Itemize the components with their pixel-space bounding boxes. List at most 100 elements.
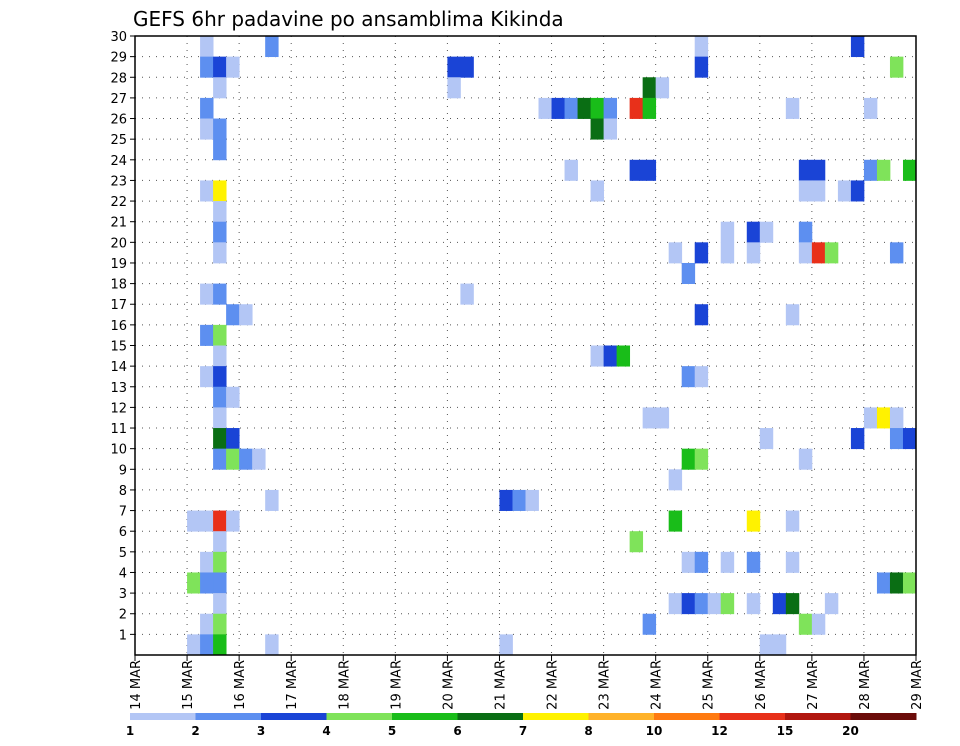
data-cell — [213, 77, 227, 99]
data-cell — [564, 97, 578, 119]
y-tick-label: 19 — [110, 257, 127, 272]
data-cell — [772, 634, 787, 656]
x-tick-label: 28 MAR — [858, 660, 873, 710]
data-cell — [889, 572, 904, 594]
data-cell — [200, 180, 214, 202]
x-tick-label: 19 MAR — [389, 660, 404, 710]
data-cell — [720, 242, 735, 264]
data-cell — [824, 242, 839, 264]
y-tick-label: 22 — [110, 195, 127, 210]
data-cell — [863, 97, 878, 119]
data-cell — [512, 489, 526, 511]
data-cell — [785, 593, 800, 615]
data-cell — [759, 634, 774, 656]
data-cell — [499, 489, 513, 511]
x-tick-label: 17 MAR — [285, 660, 300, 710]
colorbar-label: 1 — [126, 724, 134, 738]
y-tick-label: 26 — [110, 113, 127, 128]
colorbar-label: 10 — [646, 724, 663, 738]
y-tick-label: 8 — [119, 484, 127, 499]
y-tick-label: 14 — [110, 360, 127, 375]
data-cell — [668, 242, 683, 264]
data-cell — [681, 366, 696, 388]
data-cell — [876, 572, 891, 594]
data-cell — [460, 56, 474, 78]
y-tick-label: 5 — [119, 546, 127, 561]
data-cell — [850, 180, 865, 202]
x-tick-label: 15 MAR — [181, 660, 196, 710]
colorbar-label: 15 — [777, 724, 794, 738]
data-cell — [265, 634, 279, 656]
data-cell — [837, 180, 852, 202]
data-cell — [538, 97, 552, 119]
colorbar-segment — [261, 713, 327, 720]
data-cell — [694, 448, 709, 470]
x-tick-label: 18 MAR — [337, 660, 352, 710]
data-cell — [642, 97, 657, 119]
data-cell — [200, 551, 214, 573]
data-cell — [200, 118, 214, 140]
data-cell — [200, 634, 214, 656]
y-tick-label: 17 — [110, 298, 127, 313]
x-tick-label: 27 MAR — [806, 660, 821, 710]
data-cell — [226, 56, 240, 78]
data-cell — [863, 159, 878, 181]
data-cell — [213, 139, 227, 161]
data-cell — [564, 159, 578, 181]
data-cell — [850, 36, 865, 58]
x-tick-label: 14 MAR — [129, 660, 144, 710]
colorbar-segment — [654, 713, 720, 720]
data-cell — [720, 221, 735, 243]
y-tick-label: 21 — [110, 216, 127, 231]
data-cell — [759, 428, 774, 450]
x-tick-label: 20 MAR — [441, 660, 456, 710]
data-cell — [200, 613, 214, 635]
data-cell — [213, 56, 227, 78]
y-tick-label: 3 — [119, 587, 127, 602]
data-cell — [551, 97, 565, 119]
data-cell — [603, 97, 618, 119]
data-cell — [850, 428, 865, 450]
data-cell — [213, 242, 227, 264]
data-cell — [681, 448, 696, 470]
data-cell — [811, 159, 826, 181]
y-tick-label: 10 — [110, 443, 127, 458]
y-tick-label: 18 — [110, 278, 127, 293]
data-cell — [200, 97, 214, 119]
data-cell — [213, 634, 227, 656]
data-cell — [447, 56, 461, 78]
data-cell — [447, 77, 461, 99]
data-cell — [239, 448, 253, 470]
data-cell — [785, 97, 800, 119]
y-tick-label: 6 — [119, 525, 127, 540]
data-cell — [642, 159, 657, 181]
data-cell — [811, 242, 826, 264]
data-cell — [746, 242, 761, 264]
data-cell — [681, 551, 696, 573]
colorbar-label: 6 — [453, 724, 461, 738]
colorbar-label: 4 — [322, 724, 330, 738]
data-cell — [902, 428, 917, 450]
data-cell — [200, 283, 214, 305]
data-cell — [746, 551, 761, 573]
data-cell — [200, 572, 214, 594]
data-cell — [629, 159, 644, 181]
data-cell — [590, 118, 604, 140]
y-tick-label: 15 — [110, 340, 127, 355]
data-cell — [460, 283, 474, 305]
y-tick-label: 13 — [110, 381, 127, 396]
data-cell — [902, 159, 917, 181]
x-axis-ticks: 14 MAR 15 MAR 16 MAR 17 MAR 18 MAR 19 MAR 20 M… — [129, 655, 925, 710]
data-cell — [642, 613, 657, 635]
data-cell — [226, 448, 240, 470]
data-cell — [798, 159, 813, 181]
data-cell — [785, 304, 800, 326]
data-cell — [187, 572, 201, 594]
data-cell — [798, 221, 813, 243]
data-cell — [876, 159, 891, 181]
data-cell — [200, 366, 214, 388]
data-cell — [213, 366, 227, 388]
data-cells — [187, 36, 917, 656]
data-cell — [746, 510, 761, 532]
